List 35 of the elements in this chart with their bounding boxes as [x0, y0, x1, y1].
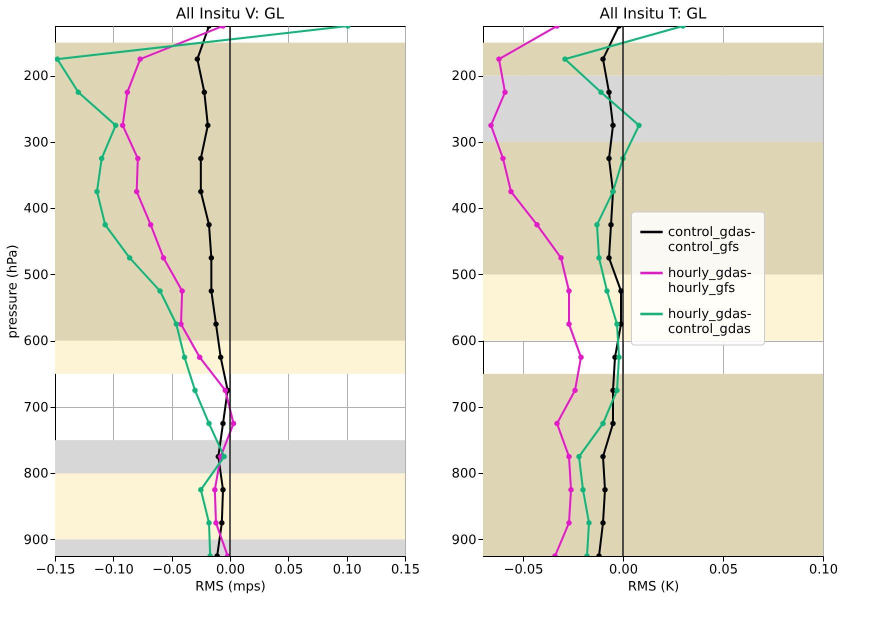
y-tick-label: 600	[452, 334, 476, 350]
y-axis-title: pressure (hPa)	[6, 244, 21, 338]
y-tick-label: 400	[452, 202, 476, 217]
x-tick-label: −0.05	[504, 562, 544, 578]
x-axis-title: RMS (K)	[628, 580, 680, 594]
chart-title: All Insitu T: GL	[600, 4, 708, 22]
x-tick-label: 0.00	[609, 562, 638, 578]
x-tick-label: 0.10	[332, 562, 362, 578]
y-tick-label: 300	[452, 135, 476, 150]
x-tick-label: 0.05	[709, 562, 738, 578]
legend-label: control_gdas-control_gfs	[668, 225, 756, 255]
legend-label: hourly_gdas-control_gdas	[668, 307, 752, 337]
x-tick-label: 0.15	[391, 562, 420, 578]
y-tick-label: 300	[24, 135, 48, 150]
y-tick-label: 500	[452, 268, 476, 283]
y-tick-label: 700	[452, 400, 476, 416]
x-tick-label: 0.00	[216, 562, 245, 578]
y-tick-label: 900	[452, 532, 476, 548]
y-tick-label: 200	[24, 69, 48, 84]
y-tick-label: 800	[452, 466, 476, 482]
chart-title: All Insitu V: GL	[176, 4, 285, 22]
y-tick-label: 700	[24, 400, 48, 416]
x-tick-label: −0.10	[94, 562, 134, 578]
y-tick-label: 900	[24, 532, 48, 548]
x-tick-label: −0.15	[36, 562, 76, 578]
legend-label: hourly_gdas-hourly_gfs	[668, 266, 752, 296]
y-tick-label: 200	[452, 69, 476, 84]
x-axis-title: RMS (mps)	[195, 580, 266, 594]
x-tick-label: 0.10	[809, 562, 838, 578]
x-tick-label: 0.05	[274, 562, 304, 578]
y-tick-label: 600	[24, 334, 48, 350]
x-tick-label: −0.05	[152, 562, 192, 578]
y-tick-label: 400	[24, 202, 48, 217]
y-tick-label: 800	[24, 466, 48, 482]
y-tick-label: 500	[24, 268, 48, 283]
